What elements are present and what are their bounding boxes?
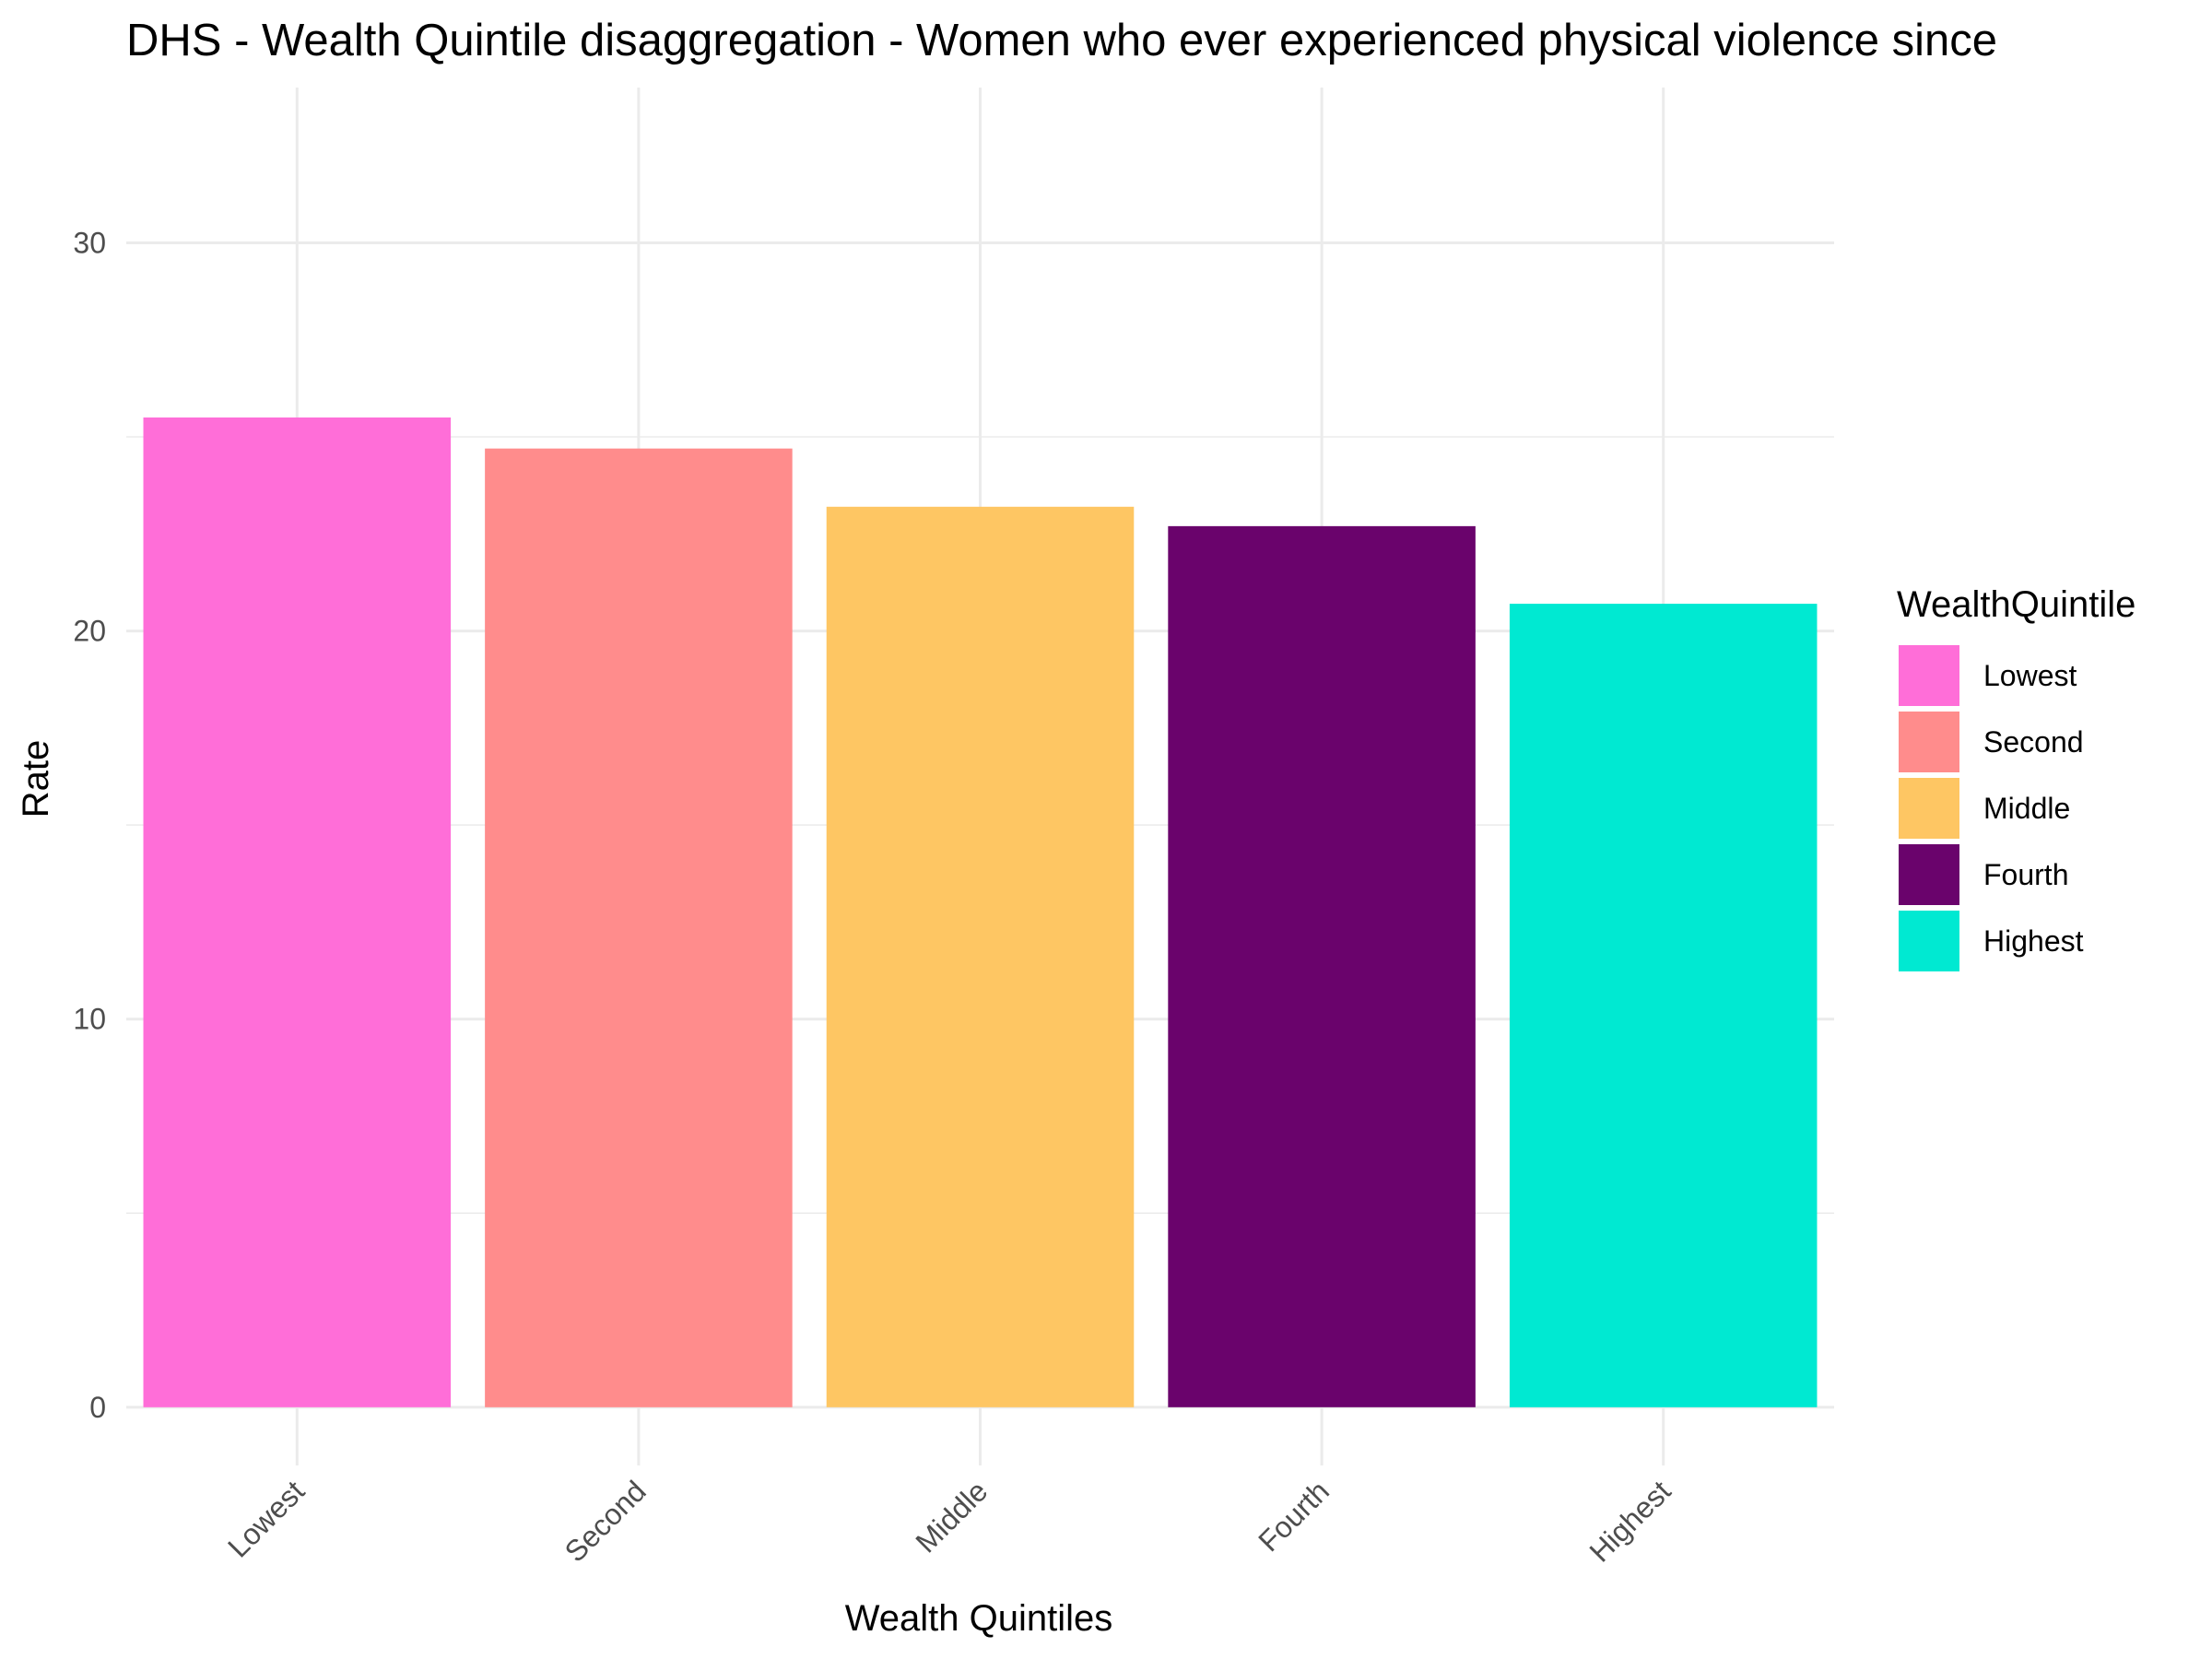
x-tick-label-middle: Middle [909, 1474, 994, 1559]
y-axis-title: Rate [16, 740, 56, 818]
bar-fourth [1168, 525, 1476, 1407]
x-tick-label-fourth: Fourth [1252, 1474, 1335, 1558]
bar-highest [1509, 604, 1818, 1407]
legend-label-second: Second [1983, 725, 2084, 759]
bar-lowest [143, 417, 452, 1407]
legend-key-second [1899, 712, 1959, 772]
legend-label-highest: Highest [1983, 924, 2084, 958]
x-tick-label-lowest: Lowest [221, 1474, 311, 1563]
y-tick-label-20: 20 [73, 615, 106, 648]
legend-key-middle [1899, 778, 1959, 839]
x-tick-label-second: Second [559, 1474, 653, 1568]
legend-key-fourth [1899, 844, 1959, 905]
x-tick-label-highest: Highest [1583, 1474, 1677, 1568]
legend-label-fourth: Fourth [1983, 858, 2068, 891]
bars [143, 417, 1818, 1407]
legend-label-middle: Middle [1983, 792, 2070, 825]
y-tick-label-0: 0 [89, 1391, 106, 1424]
y-tick-label-30: 30 [73, 226, 106, 259]
legend-label-lowest: Lowest [1983, 659, 2077, 692]
y-axis-ticks: 0 10 20 30 [73, 226, 106, 1423]
bar-second [485, 448, 793, 1407]
x-axis-title: Wealth Quintiles [845, 1598, 1113, 1639]
x-axis-ticks: Lowest Second Middle Fourth Highest [221, 1474, 1677, 1568]
y-tick-label-10: 10 [73, 1003, 106, 1036]
legend-key-highest [1899, 911, 1959, 971]
legend: WealthQuintile Lowest Second Middle Fourth H… [1897, 584, 2136, 971]
chart-title: DHS - Wealth Quintile disaggregation - W… [126, 16, 1997, 65]
bar-middle [826, 506, 1135, 1407]
legend-title: WealthQuintile [1897, 584, 2136, 625]
legend-key-lowest [1899, 645, 1959, 706]
